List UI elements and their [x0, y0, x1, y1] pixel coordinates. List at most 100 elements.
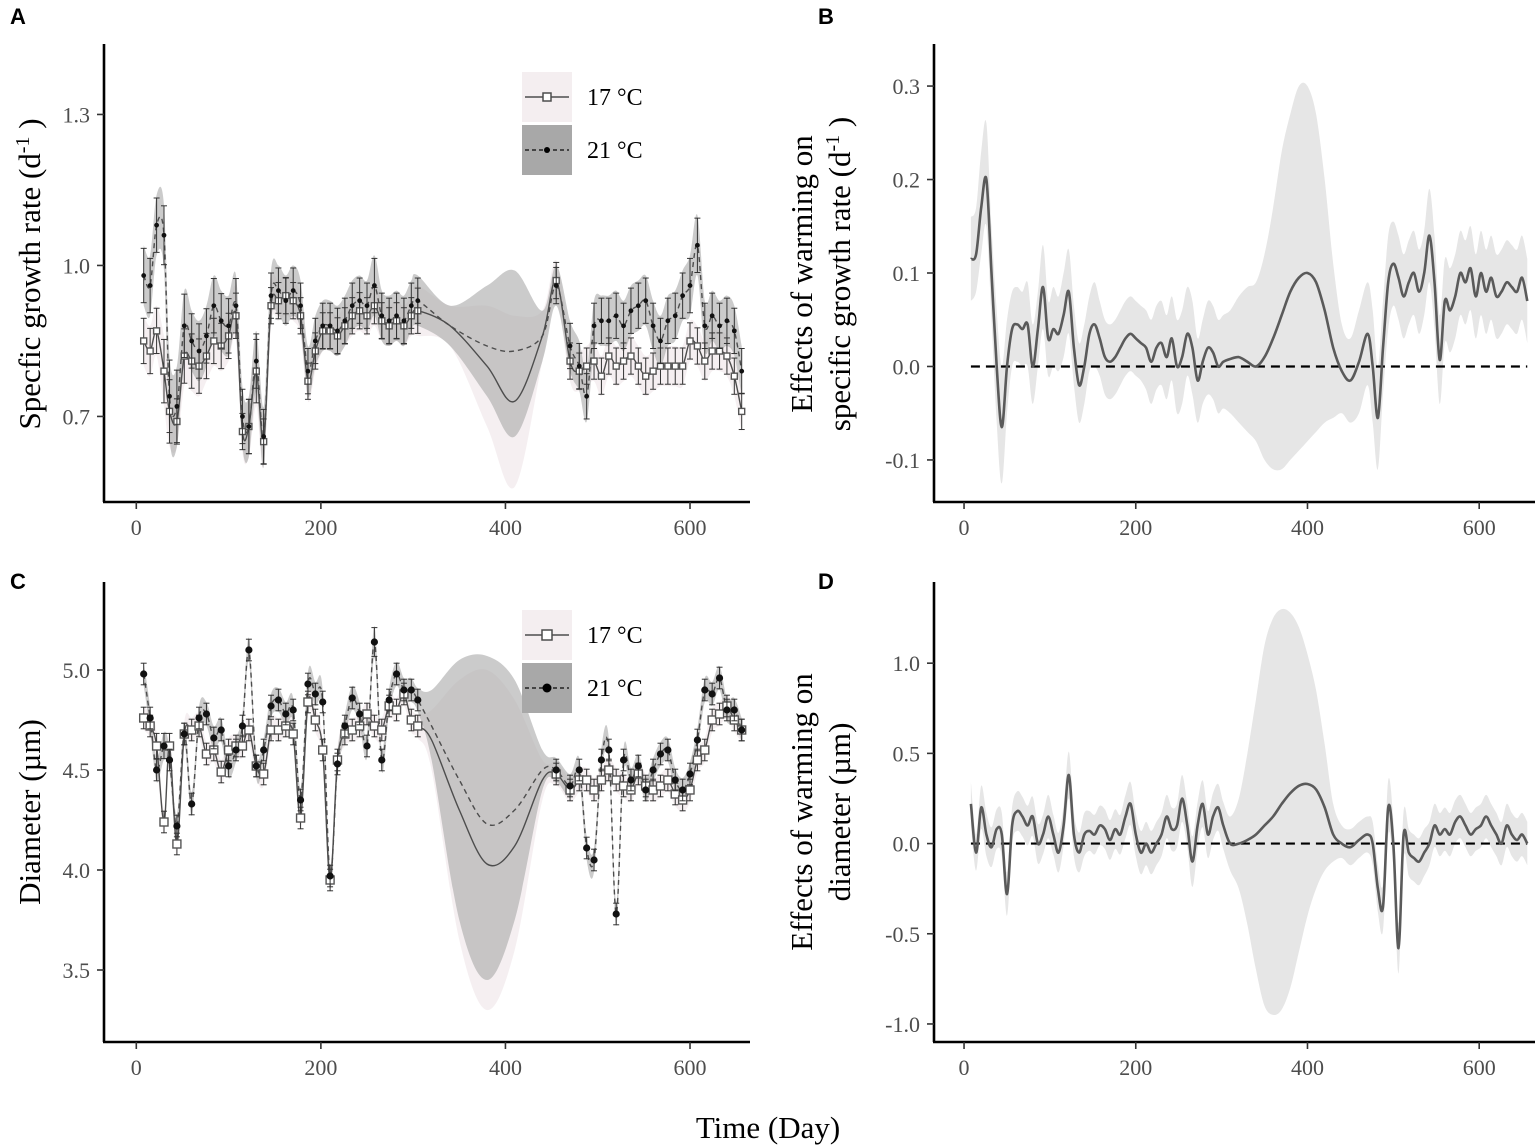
point-17 — [139, 337, 148, 345]
point-21 — [658, 338, 663, 344]
point-21 — [687, 283, 693, 288]
point-21 — [153, 766, 161, 774]
point-21 — [282, 710, 290, 718]
point-17 — [611, 775, 621, 785]
point-17 — [589, 785, 599, 795]
panel-b: B Effects of warming on specific growth … — [784, 4, 1535, 540]
point-21 — [217, 726, 225, 734]
point-17 — [686, 337, 694, 345]
point-17 — [596, 775, 607, 785]
panel-d: D Effects of warming on diameter (µm) 0 2… — [784, 569, 1535, 1080]
point-21 — [141, 273, 147, 278]
point-21 — [408, 303, 414, 309]
point-17 — [295, 813, 306, 823]
panel-a-y-tick-label: 1.3 — [63, 102, 91, 127]
panel-b-y-axis-title-line2: specific growth rate (d-1 ) — [822, 117, 857, 432]
point-21 — [686, 770, 694, 778]
point-17 — [151, 741, 162, 751]
point-21 — [621, 323, 626, 329]
point-21 — [160, 742, 168, 750]
panel-d-y-axis-title-line1: Effects of warming on — [784, 673, 819, 951]
point-21 — [385, 696, 393, 704]
point-21 — [415, 298, 421, 304]
point-21 — [680, 293, 686, 299]
panel-b-x-tick-label: 600 — [1463, 515, 1496, 540]
point-21 — [238, 722, 247, 730]
point-21 — [575, 766, 583, 774]
point-21 — [167, 393, 172, 399]
point-17 — [714, 709, 725, 719]
point-21 — [701, 686, 709, 694]
point-21 — [342, 318, 348, 324]
effect-line — [970, 175, 1529, 429]
panel-b-plot — [970, 82, 1529, 484]
point-17 — [244, 725, 254, 735]
panel-a-x-tick-label: 200 — [304, 515, 337, 540]
point-21 — [664, 746, 672, 754]
point-21 — [671, 776, 679, 784]
point-21 — [181, 323, 187, 329]
point-21 — [649, 766, 657, 774]
panel-b-x-tick-label: 0 — [959, 515, 970, 540]
panel-b-y-tick-label: 0.3 — [893, 74, 921, 99]
panel-a-plot — [139, 186, 746, 489]
panel-a-y-tick-label: 0.7 — [63, 404, 91, 429]
point-21 — [370, 638, 378, 646]
point-21 — [566, 782, 574, 790]
point-17 — [391, 705, 402, 715]
point-21 — [627, 776, 635, 784]
point-17 — [700, 745, 710, 755]
point-21 — [656, 750, 665, 758]
point-21 — [567, 343, 573, 349]
point-17 — [671, 362, 679, 370]
point-17 — [664, 362, 672, 370]
band-17 — [143, 669, 742, 1011]
point-21 — [267, 702, 275, 710]
point-21 — [245, 646, 253, 654]
point-17 — [377, 725, 387, 735]
point-21 — [378, 756, 386, 764]
point-21 — [140, 670, 148, 678]
point-21 — [643, 298, 649, 304]
point-21 — [724, 318, 730, 324]
legend-a-label-21: 21 °C — [587, 138, 643, 164]
panel-c-y-tick-label: 5.0 — [63, 658, 91, 683]
point-17 — [258, 769, 269, 779]
point-21 — [619, 756, 628, 764]
panel-a-x-tick-label: 400 — [489, 515, 522, 540]
panel-b-y-tick-label: 0.2 — [893, 168, 921, 193]
point-17 — [693, 342, 702, 350]
point-21 — [268, 293, 274, 299]
panel-a-x-tick-label: 0 — [131, 515, 142, 540]
point-21 — [173, 822, 181, 830]
point-21 — [348, 694, 356, 702]
point-17 — [159, 817, 169, 827]
panel-c-plot — [138, 625, 747, 1011]
point-21 — [305, 368, 311, 374]
point-21 — [400, 686, 408, 694]
point-21 — [363, 742, 371, 750]
point-17 — [288, 729, 298, 739]
point-17 — [737, 407, 746, 416]
point-21 — [364, 303, 370, 309]
point-21 — [226, 323, 231, 329]
point-21 — [553, 283, 559, 288]
point-21 — [591, 323, 597, 329]
panel-a-y-tick-label: 1.0 — [63, 253, 91, 278]
point-17 — [701, 357, 709, 365]
point-21 — [311, 690, 319, 698]
point-21 — [576, 363, 582, 369]
point-21 — [635, 303, 641, 309]
point-21 — [665, 318, 671, 324]
point-17 — [582, 362, 591, 370]
point-21 — [240, 414, 245, 419]
point-21 — [180, 730, 188, 738]
point-17 — [310, 715, 321, 725]
point-17 — [160, 367, 168, 375]
point-17 — [318, 745, 328, 755]
point-21 — [694, 242, 700, 248]
point-17 — [642, 372, 650, 380]
legend-c-label-17: 17 °C — [587, 623, 643, 649]
band-21 — [143, 186, 742, 468]
